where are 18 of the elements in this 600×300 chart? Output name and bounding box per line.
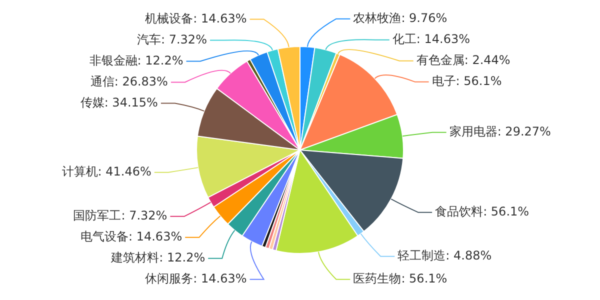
slice-label: 有色金属: 2.44% [416,52,510,67]
slice-label: 休闲服务: 14.63% [145,272,247,286]
slice-label: 通信: 26.83% [90,74,168,88]
slice-label: 食品饮料: 56.1% [435,204,530,218]
slice-label: 家用电器: 29.27% [449,124,551,138]
slice-label: 汽车: 7.32% [136,32,207,46]
slice-label: 化工: 14.63% [392,32,470,46]
slice-label: 轻工制造: 4.88% [398,248,492,263]
slice-label: 电气设备: 14.63% [80,230,182,244]
slice-label: 农林牧渔: 9.76% [353,10,448,25]
slice-label: 计算机: 41.46% [62,164,152,178]
slice-label: 传媒: 34.15% [80,95,158,110]
slice-label: 非银金融: 12.2% [89,53,184,68]
slice-label: 机械设备: 14.63% [145,11,247,26]
slice-label: 电子: 56.1% [432,74,502,88]
slice-label: 医药生物: 56.1% [353,272,448,286]
slice-label: 国防军工: 7.32% [73,208,168,223]
slice-label: 建筑材料: 12.2% [110,250,206,265]
